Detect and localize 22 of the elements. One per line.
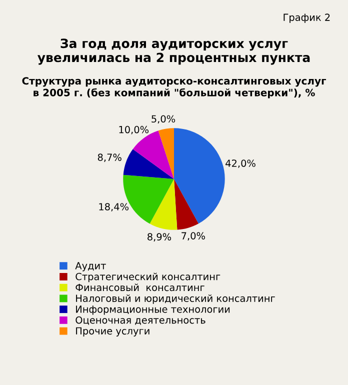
pie-slice	[123, 149, 174, 180]
legend-label: Налоговый и юридический консалтинг	[76, 294, 275, 304]
legend-label: Аудит	[75, 262, 106, 272]
data-label: 10,0%	[119, 126, 149, 134]
legend-label: Информационные технологии	[76, 306, 230, 315]
data-label: 18,4%	[99, 203, 129, 212]
chart-title: За год доля аудиторских услуг увеличилась на 2 процентных пункта	[38, 38, 310, 65]
chart-subtitle: Структура рынка аудиторско-консалтинговых услуг в 2005 г. (без компаний "большой четверки"), %	[22, 77, 326, 98]
pie-slice	[174, 128, 225, 224]
data-label: 8,7%	[98, 154, 122, 162]
legend-label: Стратегический консалтинг	[76, 272, 220, 282]
data-label: 7,0%	[182, 232, 205, 240]
text: График 2	[284, 14, 330, 23]
legend-label: Финансовый консалтинг	[76, 284, 204, 292]
data-label: 8,9%	[148, 233, 172, 242]
legend-label: Оценочная деятельность	[76, 316, 206, 325]
pie-slice	[150, 179, 178, 230]
data-label: 5,0%	[152, 115, 176, 124]
data-label: 42,0%	[226, 160, 256, 168]
legend-label: Прочие услуги	[76, 327, 150, 336]
pie-slice	[158, 128, 174, 180]
pie-slice	[174, 179, 199, 230]
